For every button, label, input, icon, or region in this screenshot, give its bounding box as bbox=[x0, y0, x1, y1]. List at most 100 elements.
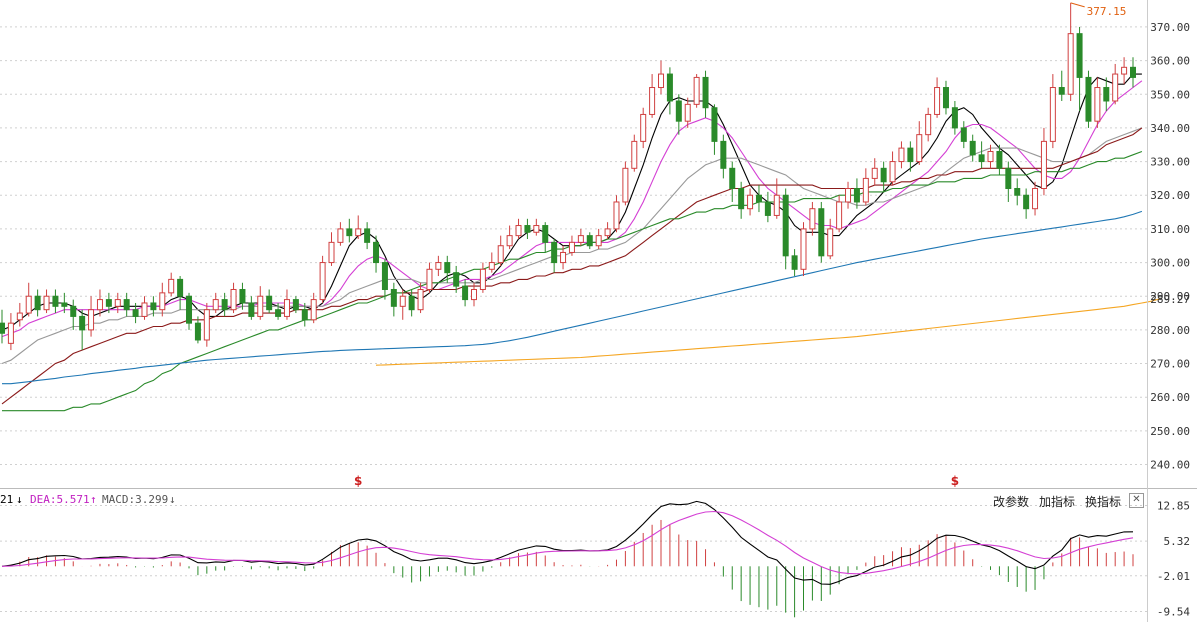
candle bbox=[934, 77, 941, 118]
candle bbox=[640, 107, 647, 149]
high-pointer bbox=[1070, 2, 1085, 8]
candle bbox=[942, 80, 949, 115]
candle bbox=[666, 67, 673, 115]
candle bbox=[586, 232, 593, 250]
candle bbox=[773, 178, 780, 219]
dif-arrow-down-icon: ↓ bbox=[16, 493, 23, 506]
candle bbox=[0, 309, 5, 344]
candle bbox=[675, 94, 682, 135]
candle bbox=[52, 289, 59, 314]
candle bbox=[1049, 74, 1056, 149]
indicator-bar: 21 ↓ DEA:5.571 ↑ MACD:3.299 ↓ 改参数 加指标 换指… bbox=[0, 488, 1197, 510]
price-tick-label: 330.00 bbox=[1150, 156, 1190, 169]
candle bbox=[488, 252, 495, 273]
candle bbox=[159, 282, 166, 317]
candle bbox=[533, 218, 540, 236]
last-price-label: 289.27 bbox=[1150, 293, 1190, 306]
macd-tick-label: -2.01 bbox=[1157, 570, 1190, 583]
candle bbox=[462, 279, 469, 307]
candle bbox=[150, 296, 157, 317]
candle bbox=[577, 228, 584, 246]
macd-tick-label: 5.32 bbox=[1164, 535, 1191, 548]
price-tick-label: 320.00 bbox=[1150, 189, 1190, 202]
candle bbox=[862, 168, 869, 206]
change-params-button[interactable]: 改参数 bbox=[993, 495, 1030, 509]
price-tick-label: 360.00 bbox=[1150, 55, 1190, 68]
candle bbox=[755, 185, 762, 213]
candle bbox=[782, 188, 789, 270]
candle bbox=[622, 161, 629, 206]
candle bbox=[809, 201, 816, 236]
candle bbox=[114, 292, 121, 314]
switch-indicator-button[interactable]: 换指标 bbox=[1085, 495, 1122, 509]
candle bbox=[70, 299, 77, 330]
candle bbox=[711, 104, 718, 155]
candlesticks bbox=[0, 2, 1136, 351]
candle bbox=[355, 215, 362, 239]
candle bbox=[7, 313, 14, 351]
candle bbox=[613, 195, 620, 233]
candle bbox=[390, 282, 397, 317]
candle bbox=[1121, 57, 1128, 85]
candle bbox=[1058, 70, 1065, 101]
candle bbox=[186, 292, 193, 330]
candle bbox=[1014, 178, 1021, 206]
close-icon[interactable]: ✕ bbox=[1129, 493, 1144, 508]
candle bbox=[551, 239, 558, 273]
macd-value-label: MACD:3.299 bbox=[102, 493, 169, 506]
candle bbox=[230, 282, 237, 314]
candle bbox=[105, 292, 112, 314]
candle bbox=[426, 262, 433, 293]
candle bbox=[123, 292, 130, 317]
candle bbox=[346, 218, 353, 243]
candle bbox=[221, 292, 228, 317]
candle bbox=[916, 121, 923, 165]
moving-average-line bbox=[375, 298, 1160, 366]
candle bbox=[1005, 161, 1012, 202]
macd-lines bbox=[1, 500, 1134, 585]
price-tick-label: 290.00 bbox=[1150, 290, 1190, 303]
macd-y-axis: 12.85 5.32 -2.01 -9.54 bbox=[1157, 499, 1190, 618]
candle bbox=[800, 222, 807, 277]
chart-annotations: 377.15 289.27 $ $ bbox=[354, 2, 1190, 488]
candle bbox=[497, 235, 504, 266]
price-tick-label: 240.00 bbox=[1150, 459, 1190, 472]
candle bbox=[515, 218, 522, 239]
candle bbox=[560, 245, 567, 270]
candle bbox=[853, 178, 860, 209]
high-price-label: 377.15 bbox=[1087, 5, 1127, 18]
dif-line bbox=[1, 500, 1134, 585]
candle bbox=[25, 282, 32, 317]
candle bbox=[328, 232, 335, 266]
price-tick-label: 310.00 bbox=[1150, 223, 1190, 236]
macd-tick-label: -9.54 bbox=[1157, 605, 1190, 618]
candle bbox=[212, 292, 219, 314]
price-tick-label: 350.00 bbox=[1150, 88, 1190, 101]
candle bbox=[871, 158, 878, 186]
candle bbox=[880, 161, 887, 192]
candle bbox=[61, 292, 68, 314]
price-tick-label: 280.00 bbox=[1150, 324, 1190, 337]
candle bbox=[417, 282, 424, 314]
add-indicator-button[interactable]: 加指标 bbox=[1039, 495, 1076, 509]
candle bbox=[177, 276, 184, 310]
moving-average-line bbox=[2, 210, 1143, 385]
candle bbox=[96, 289, 103, 317]
candle bbox=[907, 141, 914, 172]
price-tick-label: 260.00 bbox=[1150, 391, 1190, 404]
candle bbox=[301, 302, 308, 327]
candle bbox=[1112, 63, 1119, 105]
candle bbox=[444, 255, 451, 283]
candle bbox=[1094, 77, 1101, 128]
candle bbox=[684, 97, 691, 128]
candle bbox=[568, 235, 575, 256]
candle bbox=[693, 74, 700, 108]
candle bbox=[791, 249, 798, 277]
candle bbox=[132, 302, 139, 324]
candle bbox=[764, 191, 771, 223]
candle bbox=[542, 222, 549, 253]
candle bbox=[987, 144, 994, 169]
candle bbox=[702, 70, 709, 118]
candle bbox=[310, 292, 317, 324]
